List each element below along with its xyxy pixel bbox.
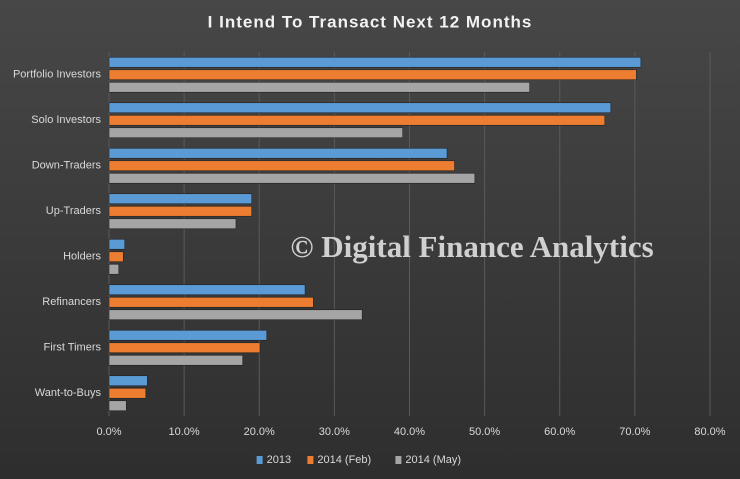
bar xyxy=(108,329,268,341)
legend-swatch xyxy=(307,456,314,464)
bar xyxy=(108,160,455,172)
bar xyxy=(108,102,612,114)
x-tick-label: 0.0% xyxy=(96,426,121,438)
bar xyxy=(108,218,237,230)
legend-swatch xyxy=(256,456,263,464)
x-tick-label: 60.0% xyxy=(544,426,575,438)
bar xyxy=(108,251,124,263)
y-tick-label: Solo Investors xyxy=(31,114,101,126)
legend-label: 2013 xyxy=(267,454,291,466)
bar xyxy=(108,205,253,217)
x-tick-label: 80.0% xyxy=(694,426,725,438)
bar xyxy=(108,296,314,308)
legend-swatch xyxy=(395,456,402,464)
bar xyxy=(108,69,637,81)
bar xyxy=(108,56,642,68)
x-tick-label: 20.0% xyxy=(244,426,275,438)
watermark: © Digital Finance Analytics xyxy=(290,229,653,264)
y-tick-label: Holders xyxy=(63,251,101,263)
bar xyxy=(108,354,244,366)
x-tick-label: 40.0% xyxy=(394,426,425,438)
bar xyxy=(108,147,448,159)
bar xyxy=(108,172,476,184)
chart-title: I Intend To Transact Next 12 Months xyxy=(208,12,533,31)
bar xyxy=(108,387,147,399)
bar xyxy=(108,114,606,126)
y-tick-label: Down-Traders xyxy=(32,160,102,172)
bar xyxy=(108,284,306,296)
bar xyxy=(108,375,148,387)
x-tick-label: 30.0% xyxy=(319,426,350,438)
x-tick-label: 50.0% xyxy=(469,426,500,438)
bar xyxy=(108,193,253,205)
legend-label: 2014 (Feb) xyxy=(317,454,371,466)
y-tick-label: Want-to-Buys xyxy=(35,387,102,399)
y-tick-label: Portfolio Investors xyxy=(13,69,102,81)
bar xyxy=(108,238,126,250)
bar xyxy=(108,400,127,412)
y-tick-label: First Timers xyxy=(44,342,102,354)
legend-label: 2014 (May) xyxy=(405,454,461,466)
bar xyxy=(108,342,261,354)
x-tick-label: 10.0% xyxy=(169,426,200,438)
y-tick-label: Up-Traders xyxy=(46,205,102,217)
y-tick-label: Refinancers xyxy=(42,296,101,308)
x-tick-label: 70.0% xyxy=(619,426,650,438)
bar xyxy=(108,309,363,321)
bar xyxy=(108,81,531,93)
bar xyxy=(108,127,404,139)
bar xyxy=(108,263,120,275)
